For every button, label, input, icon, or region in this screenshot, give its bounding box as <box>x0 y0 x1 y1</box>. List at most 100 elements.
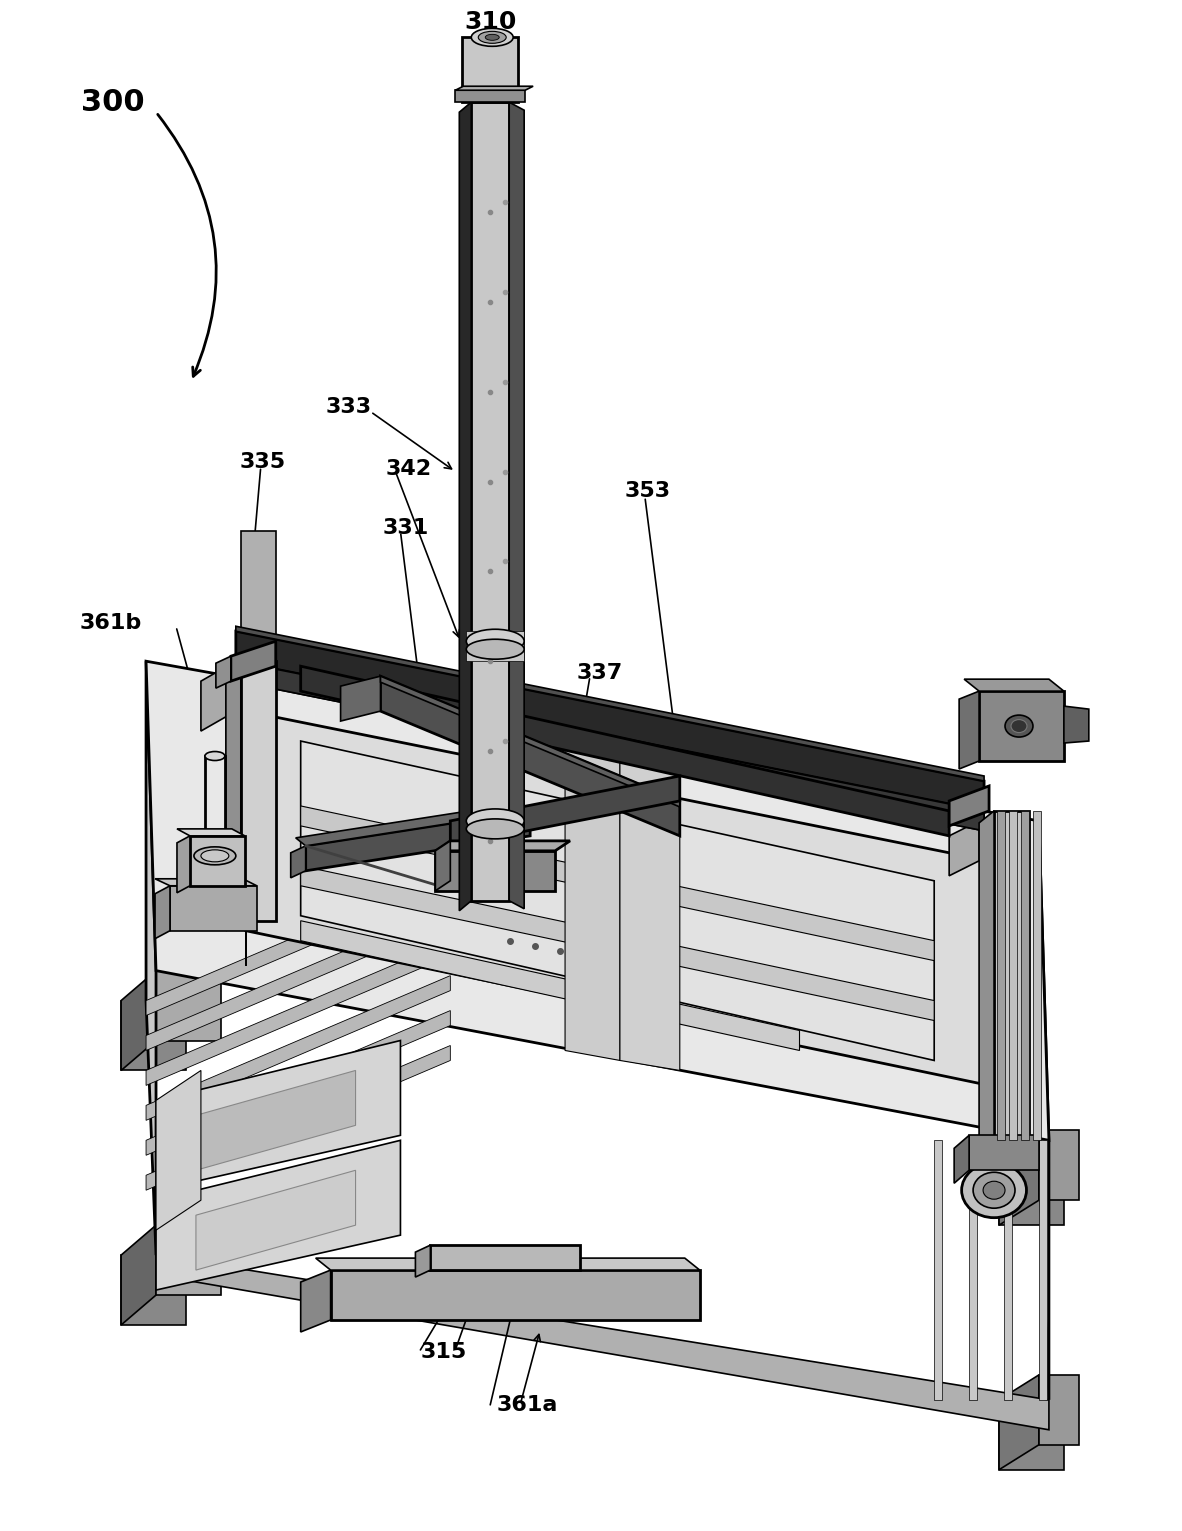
Ellipse shape <box>1005 715 1033 736</box>
Polygon shape <box>455 86 533 90</box>
Polygon shape <box>1039 821 1048 1399</box>
Text: 335: 335 <box>240 452 286 472</box>
Polygon shape <box>1039 1375 1079 1445</box>
Polygon shape <box>619 752 680 1070</box>
Polygon shape <box>300 741 934 1061</box>
Polygon shape <box>147 1010 450 1156</box>
Text: 342: 342 <box>385 459 431 479</box>
Polygon shape <box>300 805 934 960</box>
Polygon shape <box>236 626 985 781</box>
Polygon shape <box>190 836 245 886</box>
Ellipse shape <box>466 640 524 660</box>
Polygon shape <box>1039 1141 1047 1399</box>
Polygon shape <box>201 661 236 732</box>
Polygon shape <box>147 661 156 1255</box>
Polygon shape <box>147 906 450 1050</box>
Polygon shape <box>455 90 525 103</box>
Polygon shape <box>147 871 450 1015</box>
Ellipse shape <box>204 752 225 761</box>
Polygon shape <box>999 1399 1064 1470</box>
Polygon shape <box>121 971 156 1070</box>
Polygon shape <box>316 1258 700 1271</box>
Polygon shape <box>969 1136 1039 1170</box>
Polygon shape <box>156 1141 401 1291</box>
Polygon shape <box>435 851 556 891</box>
Polygon shape <box>147 661 1048 1141</box>
Polygon shape <box>296 802 531 845</box>
Polygon shape <box>1039 1130 1079 1200</box>
Polygon shape <box>156 1070 201 1229</box>
Polygon shape <box>300 920 799 1050</box>
Polygon shape <box>241 661 275 920</box>
Polygon shape <box>430 1245 580 1271</box>
Polygon shape <box>300 1271 331 1332</box>
Polygon shape <box>170 886 256 931</box>
Polygon shape <box>381 677 680 836</box>
Polygon shape <box>999 1375 1039 1470</box>
Polygon shape <box>230 641 275 681</box>
Ellipse shape <box>194 847 236 865</box>
Ellipse shape <box>466 629 524 654</box>
Polygon shape <box>954 1136 969 1183</box>
Text: 353: 353 <box>625 481 671 502</box>
Polygon shape <box>959 690 979 769</box>
Polygon shape <box>979 811 994 1153</box>
Polygon shape <box>156 1041 401 1190</box>
Polygon shape <box>331 1271 700 1320</box>
Polygon shape <box>460 103 472 911</box>
Polygon shape <box>147 975 450 1121</box>
Text: 300: 300 <box>82 87 145 116</box>
Polygon shape <box>236 661 985 831</box>
Polygon shape <box>147 940 450 1085</box>
Polygon shape <box>291 845 306 877</box>
Polygon shape <box>236 631 985 811</box>
Polygon shape <box>994 811 1030 1141</box>
Polygon shape <box>949 821 979 876</box>
Polygon shape <box>472 103 509 900</box>
Polygon shape <box>340 677 381 721</box>
Text: 361a: 361a <box>496 1395 558 1415</box>
Polygon shape <box>241 531 275 661</box>
Text: 333: 333 <box>325 397 371 416</box>
Polygon shape <box>236 661 985 831</box>
Polygon shape <box>226 651 275 661</box>
Ellipse shape <box>466 819 524 839</box>
Ellipse shape <box>466 808 524 833</box>
Ellipse shape <box>1011 720 1027 732</box>
Polygon shape <box>156 1255 1048 1430</box>
Ellipse shape <box>973 1173 1015 1208</box>
Polygon shape <box>300 867 934 1021</box>
Polygon shape <box>462 37 518 103</box>
Polygon shape <box>300 666 949 836</box>
Polygon shape <box>196 1170 356 1271</box>
Polygon shape <box>435 841 450 891</box>
FancyArrowPatch shape <box>157 115 216 377</box>
Polygon shape <box>204 756 225 851</box>
Text: 361b: 361b <box>80 614 142 634</box>
Polygon shape <box>1021 811 1030 1141</box>
Polygon shape <box>415 1245 430 1277</box>
Polygon shape <box>949 785 989 825</box>
Polygon shape <box>156 1225 221 1295</box>
Polygon shape <box>147 1046 450 1190</box>
Polygon shape <box>196 1070 356 1170</box>
Polygon shape <box>1064 706 1089 743</box>
Polygon shape <box>121 1001 186 1070</box>
Text: 331: 331 <box>382 519 429 539</box>
Polygon shape <box>177 828 245 836</box>
Ellipse shape <box>201 850 229 862</box>
Polygon shape <box>999 1130 1039 1225</box>
Polygon shape <box>1004 1141 1012 1399</box>
Text: 315: 315 <box>421 1343 467 1363</box>
Polygon shape <box>998 811 1005 1141</box>
Polygon shape <box>236 661 275 710</box>
Polygon shape <box>466 631 524 661</box>
Polygon shape <box>216 657 230 687</box>
Polygon shape <box>226 661 241 931</box>
Polygon shape <box>1033 811 1041 1141</box>
Text: 337: 337 <box>577 663 623 683</box>
Ellipse shape <box>486 34 499 40</box>
Polygon shape <box>979 821 1019 860</box>
Polygon shape <box>177 836 190 893</box>
Polygon shape <box>565 741 619 1061</box>
